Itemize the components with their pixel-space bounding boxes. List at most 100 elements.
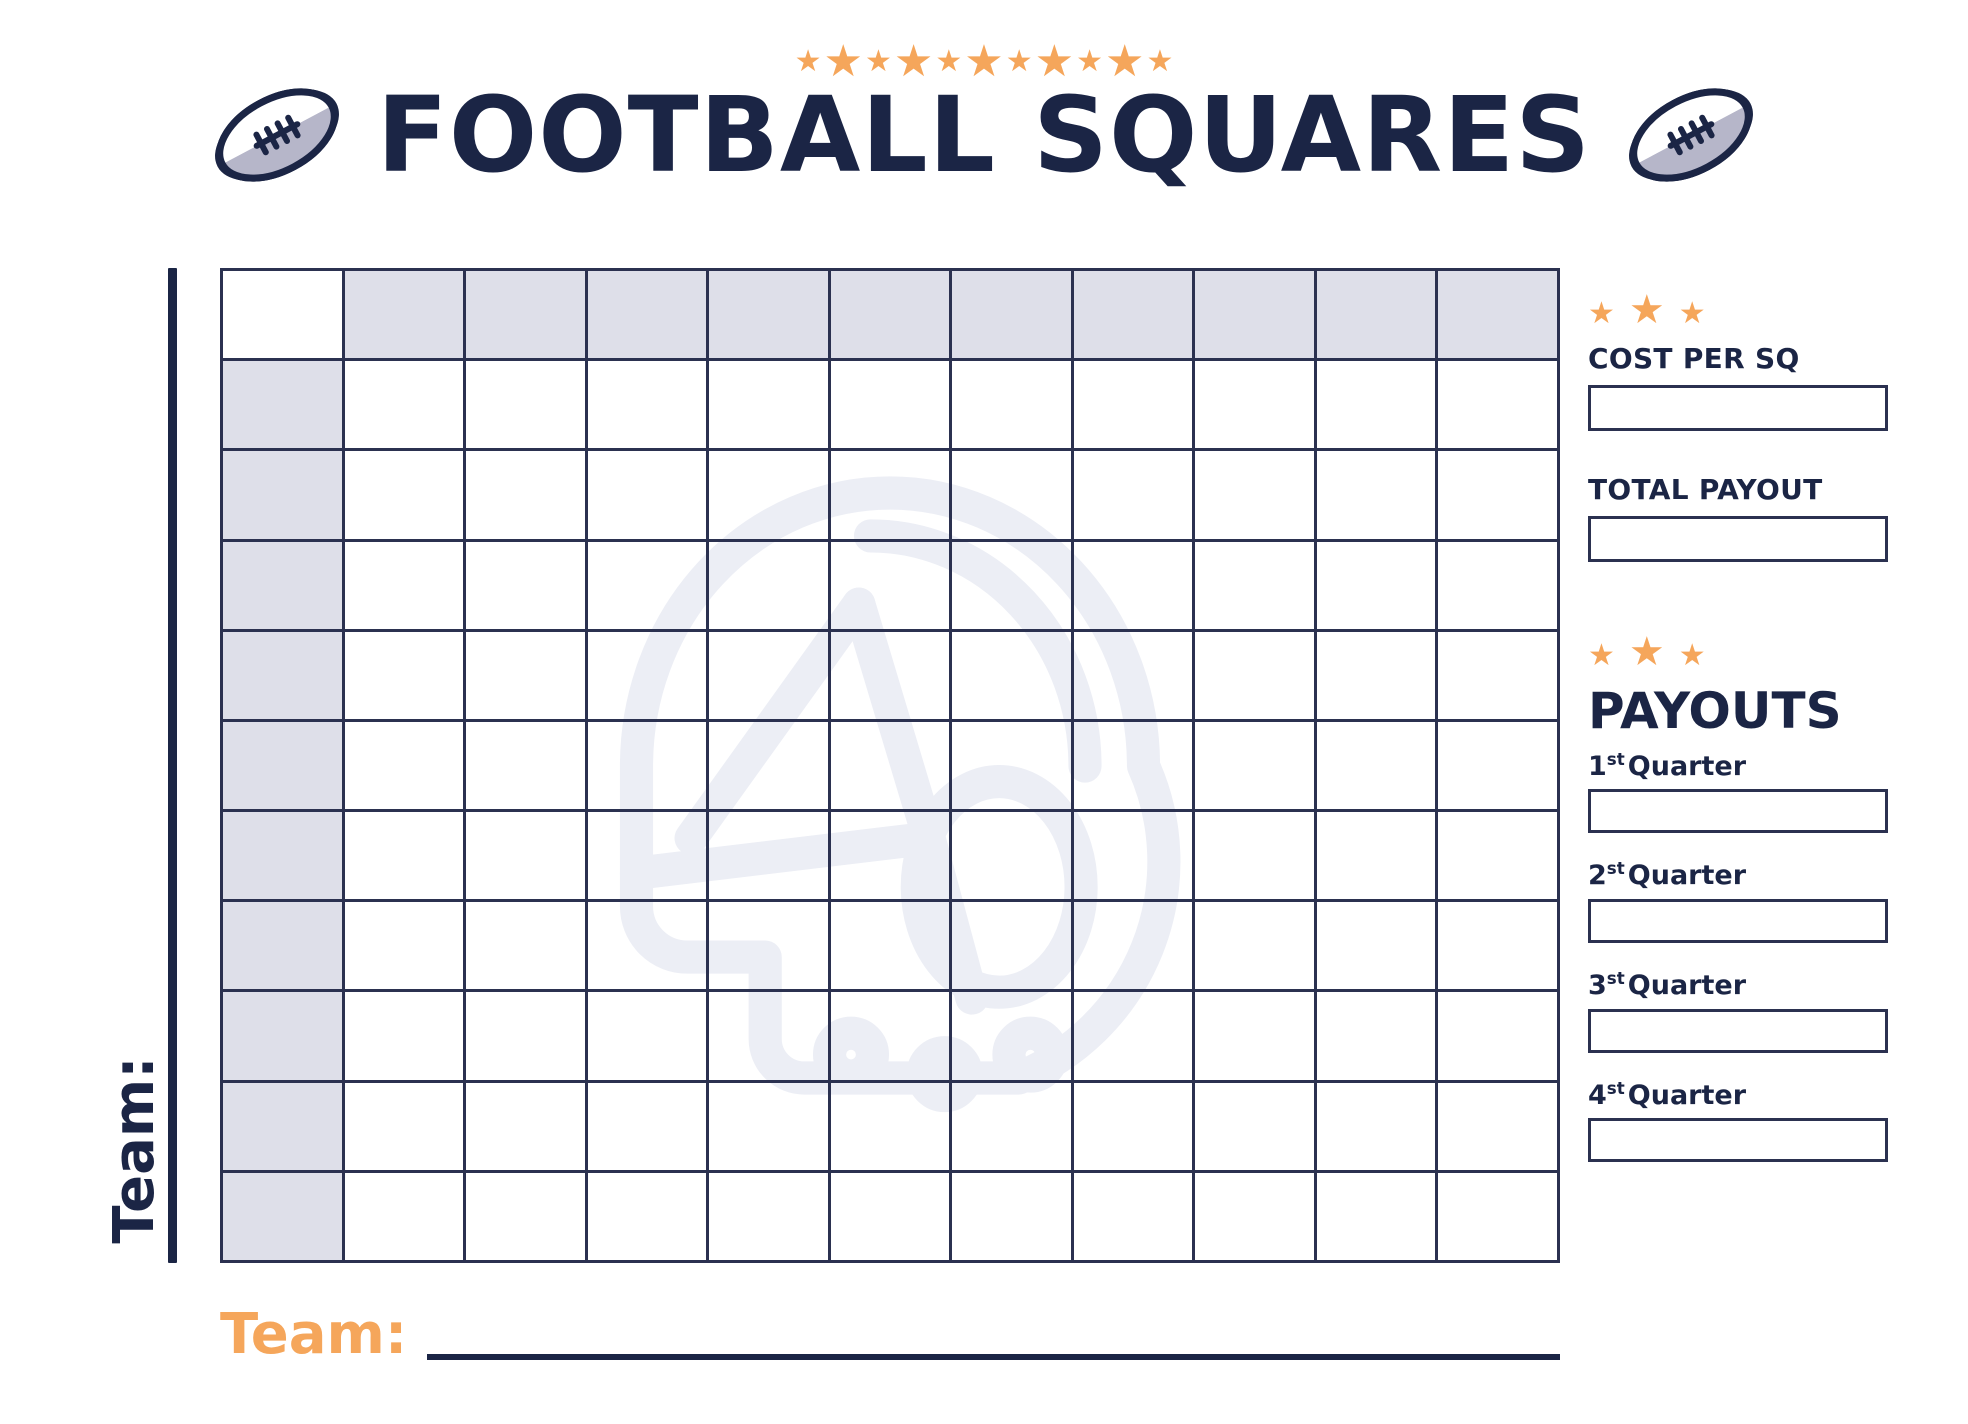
grid-col-header-cell[interactable] xyxy=(1316,271,1439,362)
quarter-1-input[interactable] xyxy=(1588,789,1888,834)
grid-row-header-cell[interactable] xyxy=(223,721,345,813)
grid-square[interactable] xyxy=(830,1172,953,1263)
grid-square[interactable] xyxy=(709,541,831,632)
grid-col-header-cell[interactable] xyxy=(344,271,467,362)
bottom-team-write-line[interactable] xyxy=(427,1354,1560,1360)
grid-square[interactable] xyxy=(1316,1172,1439,1263)
grid-square[interactable] xyxy=(587,1082,710,1173)
grid-square[interactable] xyxy=(1073,1082,1196,1173)
grid-square[interactable] xyxy=(830,451,953,542)
grid-col-header-cell[interactable] xyxy=(1195,271,1317,362)
grid-square[interactable] xyxy=(344,902,467,993)
grid-square[interactable] xyxy=(1195,451,1317,542)
grid-square[interactable] xyxy=(952,1082,1074,1173)
grid-square[interactable] xyxy=(344,451,467,542)
grid-square[interactable] xyxy=(1438,902,1560,993)
quarter-2-input[interactable] xyxy=(1588,898,1888,943)
grid-square[interactable] xyxy=(1438,1172,1560,1263)
grid-square[interactable] xyxy=(1316,992,1439,1083)
total-payout-input[interactable] xyxy=(1588,515,1888,562)
grid-square[interactable] xyxy=(466,541,588,632)
grid-square[interactable] xyxy=(709,451,831,542)
grid-square[interactable] xyxy=(1073,812,1196,903)
grid-square[interactable] xyxy=(952,812,1074,903)
grid-square[interactable] xyxy=(709,812,831,903)
grid-square[interactable] xyxy=(587,721,710,813)
grid-square[interactable] xyxy=(709,992,831,1083)
grid-square[interactable] xyxy=(952,992,1074,1083)
grid-square[interactable] xyxy=(1438,721,1560,813)
grid-square[interactable] xyxy=(1195,812,1317,903)
grid-square[interactable] xyxy=(952,451,1074,542)
cost-per-sq-input[interactable] xyxy=(1588,384,1888,431)
grid-square[interactable] xyxy=(1073,902,1196,993)
grid-square[interactable] xyxy=(1438,361,1560,452)
grid-square[interactable] xyxy=(344,541,467,632)
grid-square[interactable] xyxy=(1195,361,1317,452)
grid-square[interactable] xyxy=(1438,541,1560,632)
grid-square[interactable] xyxy=(952,902,1074,993)
grid-square[interactable] xyxy=(1195,902,1317,993)
grid-square[interactable] xyxy=(344,631,467,722)
grid-square[interactable] xyxy=(587,902,710,993)
grid-square[interactable] xyxy=(466,812,588,903)
grid-square[interactable] xyxy=(952,541,1074,632)
grid-square[interactable] xyxy=(952,721,1074,813)
grid-square[interactable] xyxy=(587,631,710,722)
grid-row-header-cell[interactable] xyxy=(223,1172,345,1263)
grid-square[interactable] xyxy=(952,361,1074,452)
grid-square[interactable] xyxy=(1316,361,1439,452)
grid-square[interactable] xyxy=(344,992,467,1083)
grid-square[interactable] xyxy=(587,361,710,452)
grid-square[interactable] xyxy=(587,541,710,632)
grid-col-header-cell[interactable] xyxy=(466,271,588,362)
grid-square[interactable] xyxy=(1073,451,1196,542)
grid-row-header-cell[interactable] xyxy=(223,812,345,903)
grid-square[interactable] xyxy=(830,541,953,632)
grid-row-header-cell[interactable] xyxy=(223,992,345,1083)
grid-square[interactable] xyxy=(466,361,588,452)
grid-row-header-cell[interactable] xyxy=(223,361,345,452)
grid-square[interactable] xyxy=(344,812,467,903)
grid-square[interactable] xyxy=(709,631,831,722)
grid-square[interactable] xyxy=(466,902,588,993)
grid-square[interactable] xyxy=(1195,992,1317,1083)
grid-square[interactable] xyxy=(1073,992,1196,1083)
grid-square[interactable] xyxy=(587,451,710,542)
grid-square[interactable] xyxy=(1195,721,1317,813)
grid-square[interactable] xyxy=(830,812,953,903)
grid-square[interactable] xyxy=(830,902,953,993)
grid-square[interactable] xyxy=(1195,631,1317,722)
grid-square[interactable] xyxy=(1316,541,1439,632)
grid-row-header-cell[interactable] xyxy=(223,1082,345,1173)
grid-square[interactable] xyxy=(344,361,467,452)
grid-square[interactable] xyxy=(1316,812,1439,903)
grid-square[interactable] xyxy=(466,1172,588,1263)
grid-square[interactable] xyxy=(952,631,1074,722)
grid-square[interactable] xyxy=(1195,1082,1317,1173)
grid-square[interactable] xyxy=(952,1172,1074,1263)
grid-square[interactable] xyxy=(466,451,588,542)
grid-square[interactable] xyxy=(1438,812,1560,903)
grid-col-header-cell[interactable] xyxy=(1073,271,1196,362)
quarter-3-input[interactable] xyxy=(1588,1008,1888,1053)
grid-square[interactable] xyxy=(1438,631,1560,722)
grid-square[interactable] xyxy=(466,1082,588,1173)
grid-row-header-cell[interactable] xyxy=(223,902,345,993)
grid-square[interactable] xyxy=(1073,721,1196,813)
grid-square[interactable] xyxy=(1438,992,1560,1083)
grid-square[interactable] xyxy=(587,812,710,903)
grid-square[interactable] xyxy=(1073,361,1196,452)
grid-square[interactable] xyxy=(1316,1082,1439,1173)
grid-square[interactable] xyxy=(344,1082,467,1173)
grid-col-header-cell[interactable] xyxy=(952,271,1074,362)
grid-col-header-cell[interactable] xyxy=(587,271,710,362)
grid-square[interactable] xyxy=(709,1082,831,1173)
grid-square[interactable] xyxy=(709,721,831,813)
grid-square[interactable] xyxy=(1073,631,1196,722)
grid-row-header-cell[interactable] xyxy=(223,451,345,542)
grid-square[interactable] xyxy=(830,1082,953,1173)
grid-square[interactable] xyxy=(830,631,953,722)
quarter-4-input[interactable] xyxy=(1588,1118,1888,1163)
grid-square[interactable] xyxy=(709,1172,831,1263)
